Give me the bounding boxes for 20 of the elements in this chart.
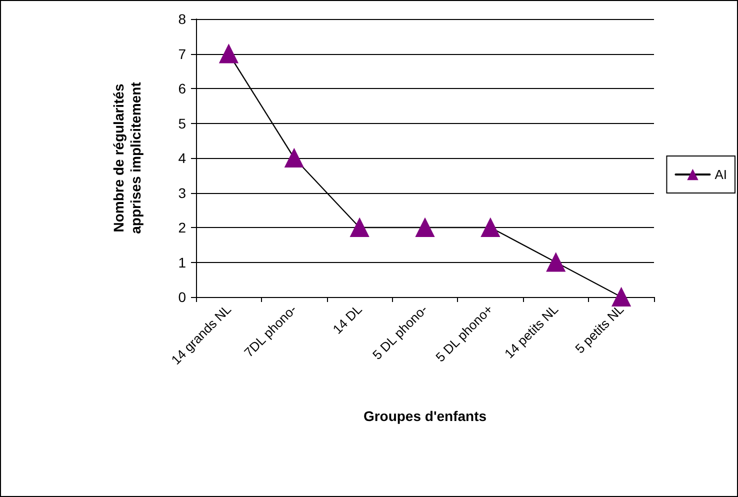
y-tick-label: 0 [178, 289, 186, 305]
y-tick-label: 4 [178, 150, 186, 166]
y-tick-label: 7 [178, 46, 186, 62]
legend-label: AI [714, 167, 728, 182]
point [219, 44, 238, 64]
y-tick-label: 8 [178, 11, 186, 27]
point [480, 218, 500, 237]
y-tick-label: 2 [178, 220, 186, 236]
y-tick-label: 3 [178, 184, 186, 201]
x-axis-title: Groupes d'enfants [363, 408, 487, 424]
point [546, 252, 566, 272]
y-tick-label: 1 [178, 254, 186, 270]
point [416, 218, 434, 237]
point [284, 148, 304, 168]
point [612, 288, 631, 306]
y-tick-label: 6 [178, 80, 186, 96]
x-tick-label: 14 DL [330, 302, 365, 337]
y-axis-title: Nombre de régularités apprises implicitement [110, 82, 144, 234]
point [350, 218, 370, 237]
y-tick-label: 5 [178, 115, 186, 132]
